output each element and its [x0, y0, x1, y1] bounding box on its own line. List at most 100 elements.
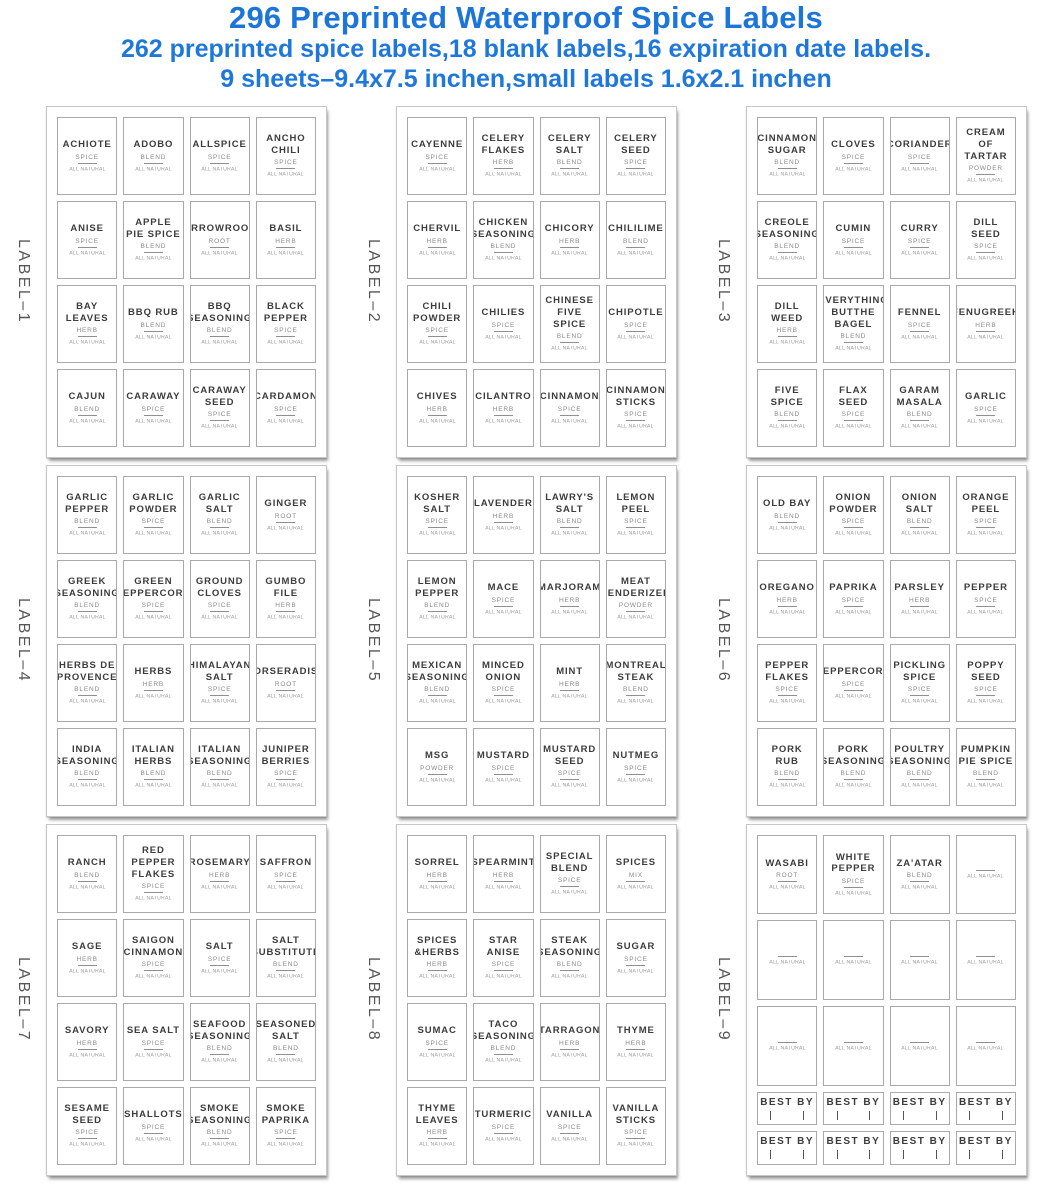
- all-natural-text: ALL NATURAL: [267, 418, 305, 424]
- spice-type: HERB: [426, 961, 448, 969]
- spice-label: TARRAGON HERB ALL NATURAL: [539, 1002, 600, 1081]
- spice-label: HORSERADISH ROOT ALL NATURAL: [255, 643, 316, 722]
- all-natural-text: ALL NATURAL: [135, 256, 172, 262]
- spice-name: TARRAGON: [539, 1024, 600, 1036]
- spice-type: SPICE: [624, 411, 648, 419]
- spice-type: BLEND: [556, 518, 583, 526]
- spice-name: DILL WEED: [771, 300, 804, 324]
- date-divider-bar: [803, 1110, 804, 1120]
- spice-type: SPICE: [274, 327, 298, 335]
- divider-line: [493, 773, 513, 775]
- divider-line: [843, 1041, 863, 1043]
- spice-name: BBQ RUB: [128, 306, 179, 318]
- spice-name: CHIPOTLE: [608, 306, 664, 318]
- spice-label: MSG POWDER ALL NATURAL: [407, 727, 468, 806]
- spice-type: HERB: [426, 871, 448, 879]
- spice-type: SPICE: [974, 686, 998, 694]
- spice-label: GROUND CLOVES SPICE ALL NATURAL: [189, 559, 250, 638]
- all-natural-text: ALL NATURAL: [967, 699, 1005, 705]
- divider-line: [276, 168, 296, 170]
- all-natural-text: ALL NATURAL: [267, 974, 305, 980]
- divider-line: [143, 162, 163, 164]
- spice-name: MINT: [556, 665, 584, 677]
- spice-label: CAJUN BLEND ALL NATURAL: [57, 368, 118, 447]
- spice-name: MONTREAL STEAK: [605, 659, 666, 683]
- divider-line: [976, 527, 996, 529]
- spice-label: ALLSPICE SPICE ALL NATURAL: [189, 116, 250, 195]
- spice-label: CHIVES HERB ALL NATURAL: [407, 368, 468, 447]
- spice-label: EVERYTHING BUTTHE BAGEL BLEND ALL NATURAL: [823, 284, 884, 363]
- all-natural-text: ALL NATURAL: [901, 334, 938, 340]
- all-natural-text: ALL NATURAL: [835, 783, 872, 789]
- spice-label: CINNAMON STICKS SPICE ALL NATURAL: [605, 368, 666, 447]
- all-natural-text: ALL NATURAL: [485, 884, 522, 890]
- all-natural-text: ALL NATURAL: [551, 1136, 588, 1142]
- divider-line: [777, 956, 797, 958]
- spice-type: SPICE: [141, 602, 166, 610]
- divider-line: [143, 1048, 163, 1050]
- divider-line: [843, 162, 863, 164]
- divider-line: [210, 420, 230, 422]
- spice-label: TURMERIC SPICE ALL NATURAL: [473, 1086, 534, 1165]
- spice-type: SPICE: [425, 1039, 449, 1047]
- spice-type: BLEND: [140, 321, 167, 329]
- spice-type: BLEND: [74, 602, 100, 610]
- divider-line: [626, 611, 646, 613]
- spice-label: LAVENDER HERB ALL NATURAL: [473, 475, 534, 554]
- spice-name: CELERY SALT: [547, 132, 592, 156]
- spice-label: OREGANO HERB ALL NATURAL: [757, 559, 818, 638]
- all-natural-text: ALL NATURAL: [485, 699, 522, 705]
- spice-label: SAVORY HERB ALL NATURAL: [57, 1002, 118, 1081]
- spice-label: RED PEPPER FLAKES SPICE ALL NATURAL: [123, 834, 184, 913]
- sheet-side-label: LABEL–9: [715, 957, 732, 1043]
- divider-line: [493, 970, 513, 972]
- divider-line: [143, 779, 163, 781]
- all-natural-text: ALL NATURAL: [201, 615, 238, 621]
- divider-line: [560, 970, 580, 972]
- divider-line: [626, 695, 646, 697]
- spice-label: ITALIAN HERBS BLEND ALL NATURAL: [123, 727, 184, 806]
- spice-name: BBQ SEASONING: [189, 300, 250, 324]
- divider-line: [427, 336, 447, 338]
- divider-line: [427, 970, 447, 972]
- spice-label: NUTMEG SPICE ALL NATURAL: [605, 727, 666, 806]
- spice-name: SPICES &HERBS: [414, 934, 460, 958]
- date-divider-bars: [770, 1110, 804, 1120]
- spice-name: ROSEMARY: [189, 856, 250, 868]
- spice-label: CORIANDER SPICE ALL NATURAL: [889, 116, 950, 195]
- divider-line: [493, 414, 513, 416]
- spice-name: PEPPER FLAKES: [765, 659, 810, 683]
- spice-label: SMOKE SEASONING BLEND ALL NATURAL: [189, 1086, 250, 1165]
- spice-name: SHALLOTS: [124, 1108, 183, 1120]
- all-natural-text: ALL NATURAL: [135, 896, 172, 902]
- spice-name: ALLSPICE: [192, 138, 247, 150]
- spice-label: CAYENNE SPICE ALL NATURAL: [407, 116, 468, 195]
- spice-type: SPICE: [274, 770, 298, 778]
- spice-type: SPICE: [557, 877, 582, 885]
- divider-line: [560, 779, 580, 781]
- divider-line: [276, 689, 296, 691]
- spice-type: SPICE: [207, 602, 232, 610]
- all-natural-text: ALL NATURAL: [201, 250, 238, 256]
- all-natural-text: ALL NATURAL: [418, 1052, 456, 1058]
- spice-name: MUSTARD: [476, 749, 530, 761]
- all-natural-text: ALL NATURAL: [551, 890, 588, 896]
- blank-label: ALL NATURAL: [757, 1005, 818, 1086]
- blank-label: ALL NATURAL: [889, 1005, 950, 1086]
- divider-line: [626, 527, 646, 529]
- divider-line: [560, 414, 580, 416]
- spice-name: ORANGE PEEL: [962, 491, 1010, 515]
- all-natural-text: ALL NATURAL: [68, 340, 106, 346]
- spice-label: OLD BAY BLEND ALL NATURAL: [757, 475, 818, 554]
- date-divider-bars: [902, 1150, 937, 1160]
- spice-name: SAVORY: [64, 1024, 110, 1036]
- all-natural-text: ALL NATURAL: [68, 1052, 106, 1058]
- best-by-text: BEST BY: [760, 1136, 815, 1148]
- all-natural-text: ALL NATURAL: [967, 418, 1005, 424]
- sheet-section: LABEL–9 WASABI ROOT ALL NATURAL WHITE PEPPER…: [700, 820, 1050, 1179]
- all-natural-text: ALL NATURAL: [967, 178, 1005, 184]
- all-natural-text: ALL NATURAL: [967, 256, 1005, 262]
- divider-line: [843, 420, 863, 422]
- spice-name: WASABI: [765, 857, 809, 869]
- all-natural-text: ALL NATURAL: [68, 968, 106, 974]
